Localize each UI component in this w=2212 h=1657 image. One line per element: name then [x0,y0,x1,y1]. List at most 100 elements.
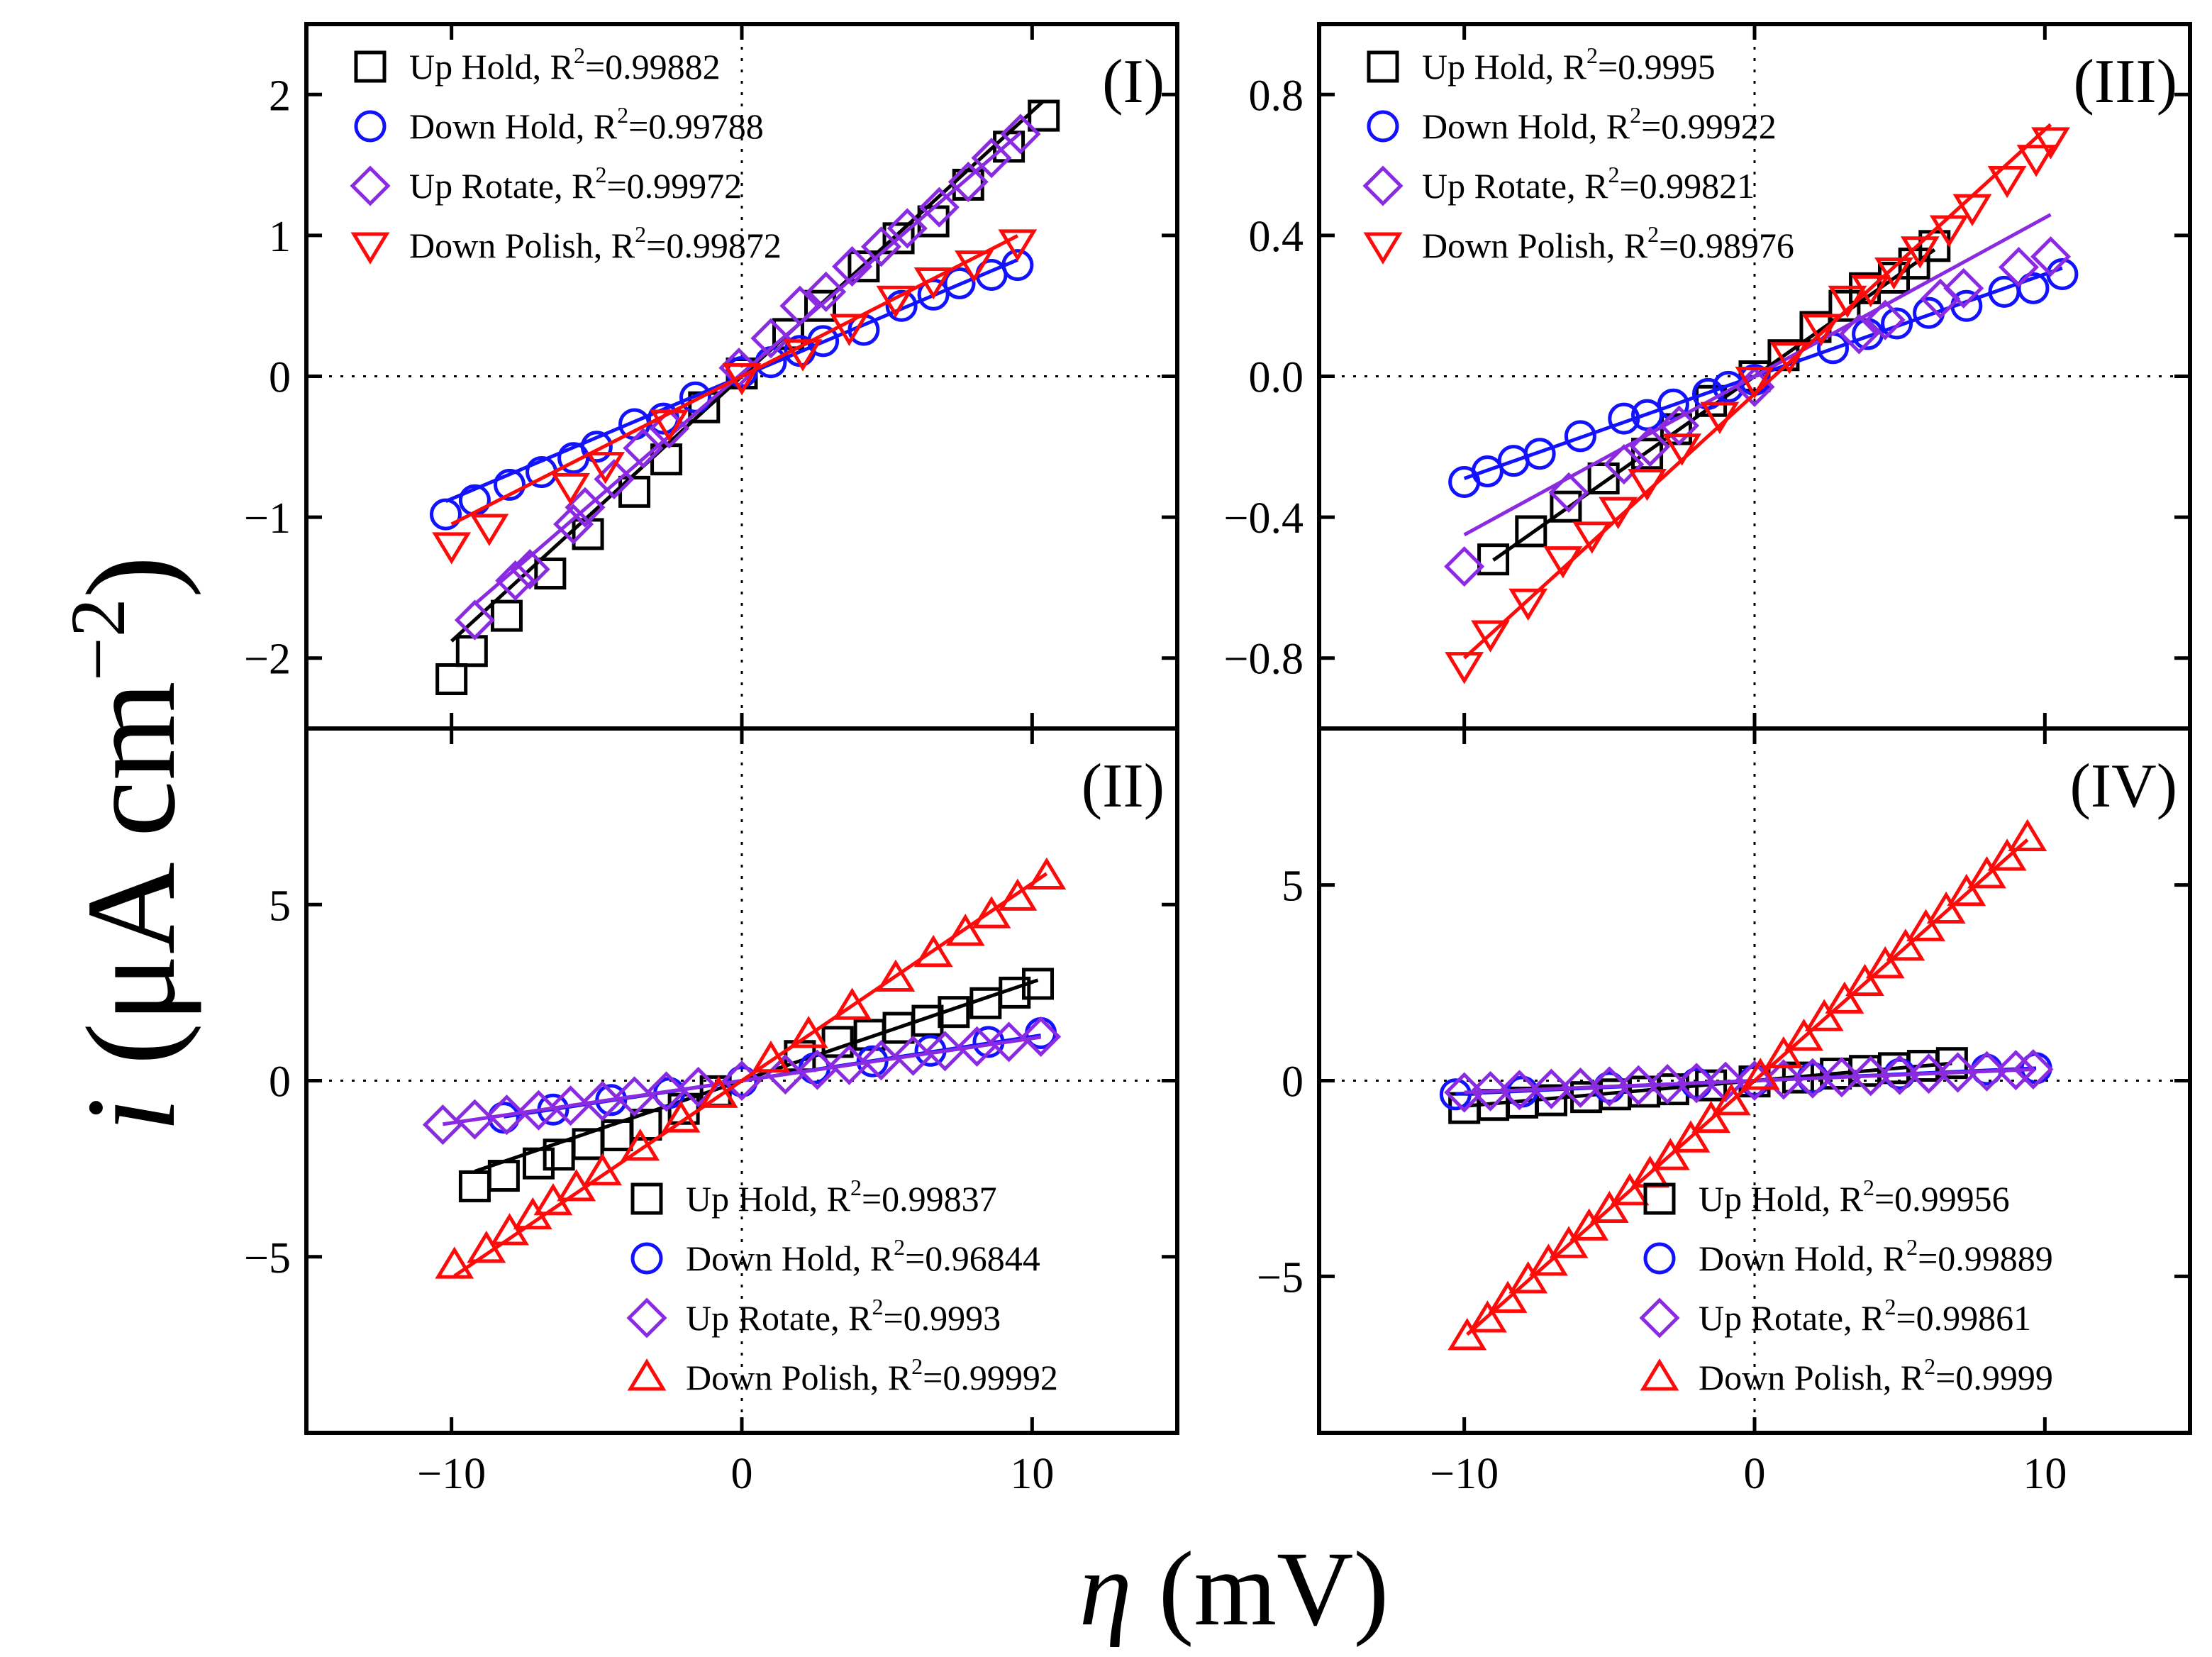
y-tick-label: 0 [269,1058,291,1107]
data-point [955,250,994,283]
x-tick-label: 0 [1744,1450,1766,1498]
legend-label-value: =0.99882 [585,47,721,87]
data-point [1784,1018,1824,1051]
legend-label-exponent: 2 [617,102,628,128]
series-down-polish [1447,819,2047,1351]
data-point [828,1044,869,1085]
data-point [1906,909,1945,941]
x-tick-label: 0 [731,1450,753,1498]
data-point [582,1080,623,1121]
data-point [649,408,690,449]
legend-label: Down Polish, R2=0.9999 [1699,1353,2053,1397]
legend-label-value: =0.99972 [606,166,742,206]
legend-marker [354,50,387,83]
data-point [1865,946,1905,979]
data-point [796,1049,838,1090]
legend-label-exponent: 2 [911,1353,923,1379]
data-point [495,560,536,602]
data-point [2017,272,2050,304]
fit-line [473,131,1022,606]
legend-label-name: Up Rotate, R [686,1298,872,1338]
data-point [1821,1056,1862,1098]
data-point [957,1026,998,1067]
legend-label-name: Down Polish, R [1699,1358,1925,1397]
data-point [1515,515,1547,548]
legend-label: Down Polish, R2=0.99872 [409,221,782,265]
legend-marker [627,1358,667,1391]
legend-label-exponent: 2 [1586,43,1598,68]
data-point [2008,819,2047,851]
legend-label: Down Hold, R2=0.96844 [686,1234,1040,1278]
data-point [1850,1055,1891,1097]
data-point [924,1031,966,1072]
data-point [1499,1070,1540,1111]
legend-label-exponent: 2 [1647,221,1659,247]
x-axis-label-unit: (mV) [1132,1530,1389,1648]
data-point [551,472,590,506]
legend-marker [1367,110,1399,143]
data-point [435,663,468,695]
legend-entry: Down Hold, R2=0.99889 [1643,1234,2053,1278]
legend-label-name: Up Rotate, R [409,166,596,206]
data-point [1763,1059,1804,1100]
data-point [661,1100,701,1133]
data-point [833,987,872,1020]
legend-entry: Up Rotate, R2=0.9993 [626,1294,1001,1339]
y-tick-label: −1 [244,494,291,543]
data-point [1471,620,1510,653]
legend-entry: Down Hold, R2=0.99788 [354,102,764,146]
data-point [1825,981,1864,1014]
data-point [1711,1083,1751,1116]
panel-label: (II) [1082,752,1165,821]
y-axis-label-symbol: i [60,1097,201,1133]
legend-label: Down Polish, R2=0.98976 [1422,221,1794,265]
data-point [1528,1243,1568,1276]
series-down-polish [432,229,1038,565]
legend-entry: Down Polish, R2=0.99992 [627,1353,1058,1397]
data-point [830,314,869,346]
y-tick-label: −0.4 [1224,494,1304,543]
y-tick-label: −0.8 [1224,636,1304,684]
data-point [646,1071,687,1112]
data-point [1589,1066,1630,1107]
legend-label-name: Down Hold, R [1699,1238,1907,1278]
data-point [1660,413,1692,445]
data-point [1439,1078,1472,1111]
legend-label: Up Hold, R2=0.99956 [1699,1175,2010,1219]
panel-3: −0.8−0.40.00.40.8 (III)Up Hold, R2=0.9995… [1224,22,2192,731]
x-axis-label-symbol: η [1079,1530,1132,1648]
legend-marker [1643,1182,1676,1215]
data-point [911,1004,944,1037]
data-point [1659,405,1700,446]
data-point [1947,873,1986,907]
data-point [1874,257,1913,290]
data-point [1560,1067,1601,1108]
series-up-rotate [1444,1048,2054,1113]
legend-entry: Up Hold, R2=0.99956 [1643,1175,2010,1219]
legend-label-name: Up Hold, R [1422,47,1587,87]
data-point [1929,215,1969,248]
legend-label: Down Hold, R2=0.99889 [1699,1234,2053,1278]
legend-label-name: Down Hold, R [409,106,618,146]
legend-label-exponent: 2 [1906,1234,1918,1260]
legend-marker [350,232,390,265]
legend-label-exponent: 2 [595,162,606,187]
data-point [1549,1226,1589,1258]
legend-label-value: =0.99821 [1619,166,1755,206]
y-tick-label: 5 [269,882,291,930]
legend-label-value: =0.9993 [883,1298,1001,1338]
data-point [1987,838,2027,871]
data-point [490,599,523,632]
data-point [1926,891,1966,924]
data-point [1764,1036,1803,1069]
data-point [1828,289,1861,322]
legend-marker [1643,1242,1676,1275]
data-point [490,1213,529,1246]
y-tick-label: 0 [1282,1058,1304,1107]
data-point [2016,145,2056,177]
legend-label-exponent: 2 [1608,162,1619,187]
data-point [2013,1048,2054,1090]
data-point [1550,490,1582,523]
